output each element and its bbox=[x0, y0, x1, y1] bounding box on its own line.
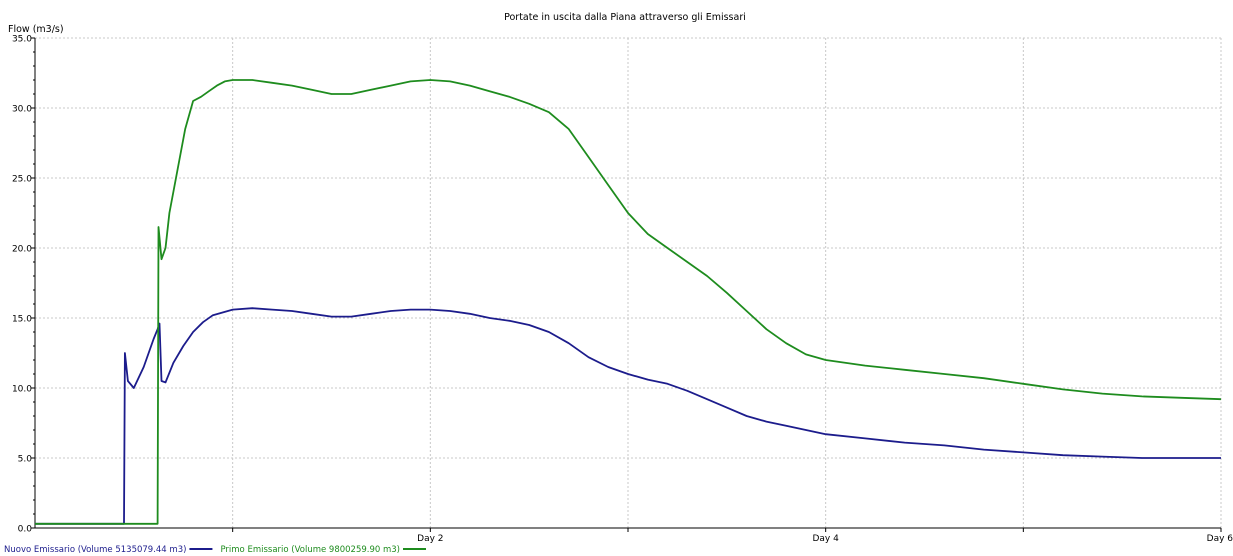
x-tick-label: Day 4 bbox=[812, 534, 839, 544]
chart-title: Portate in uscita dalla Piana attraverso… bbox=[504, 12, 746, 23]
grid bbox=[35, 37, 1222, 528]
series-line-1 bbox=[35, 307, 1221, 525]
y-tick-label: 5.0 bbox=[18, 455, 33, 465]
legend: Nuovo Emissario (Volume 5135079.44 m3) Pr… bbox=[4, 545, 426, 555]
y-tick-label: 15.0 bbox=[12, 315, 32, 325]
y-tick-label: 0.0 bbox=[18, 525, 33, 535]
y-tick-label: 30.0 bbox=[12, 105, 32, 115]
x-tick-label: Day 2 bbox=[417, 534, 443, 544]
series-lines bbox=[35, 79, 1222, 525]
x-tick-label: Day 6 bbox=[1207, 534, 1233, 544]
series-line-2 bbox=[35, 79, 1222, 525]
y-tick-label: 10.0 bbox=[12, 385, 32, 395]
axes: 0.0 5.0 10.0 15.0 20.0 25.0 30.0 35.0 Day 2 Day 4… bbox=[12, 35, 1233, 545]
y-tick-label: 35.0 bbox=[12, 35, 32, 45]
y-axis-label: Flow (m3/s) bbox=[8, 24, 64, 35]
legend-label-2: Primo Emissario (Volume 9800259.90 m3) bbox=[220, 545, 400, 555]
legend-label-1: Nuovo Emissario (Volume 5135079.44 m3) bbox=[4, 545, 186, 555]
y-tick-label: 25.0 bbox=[12, 175, 32, 185]
y-tick-label: 20.0 bbox=[12, 245, 32, 255]
